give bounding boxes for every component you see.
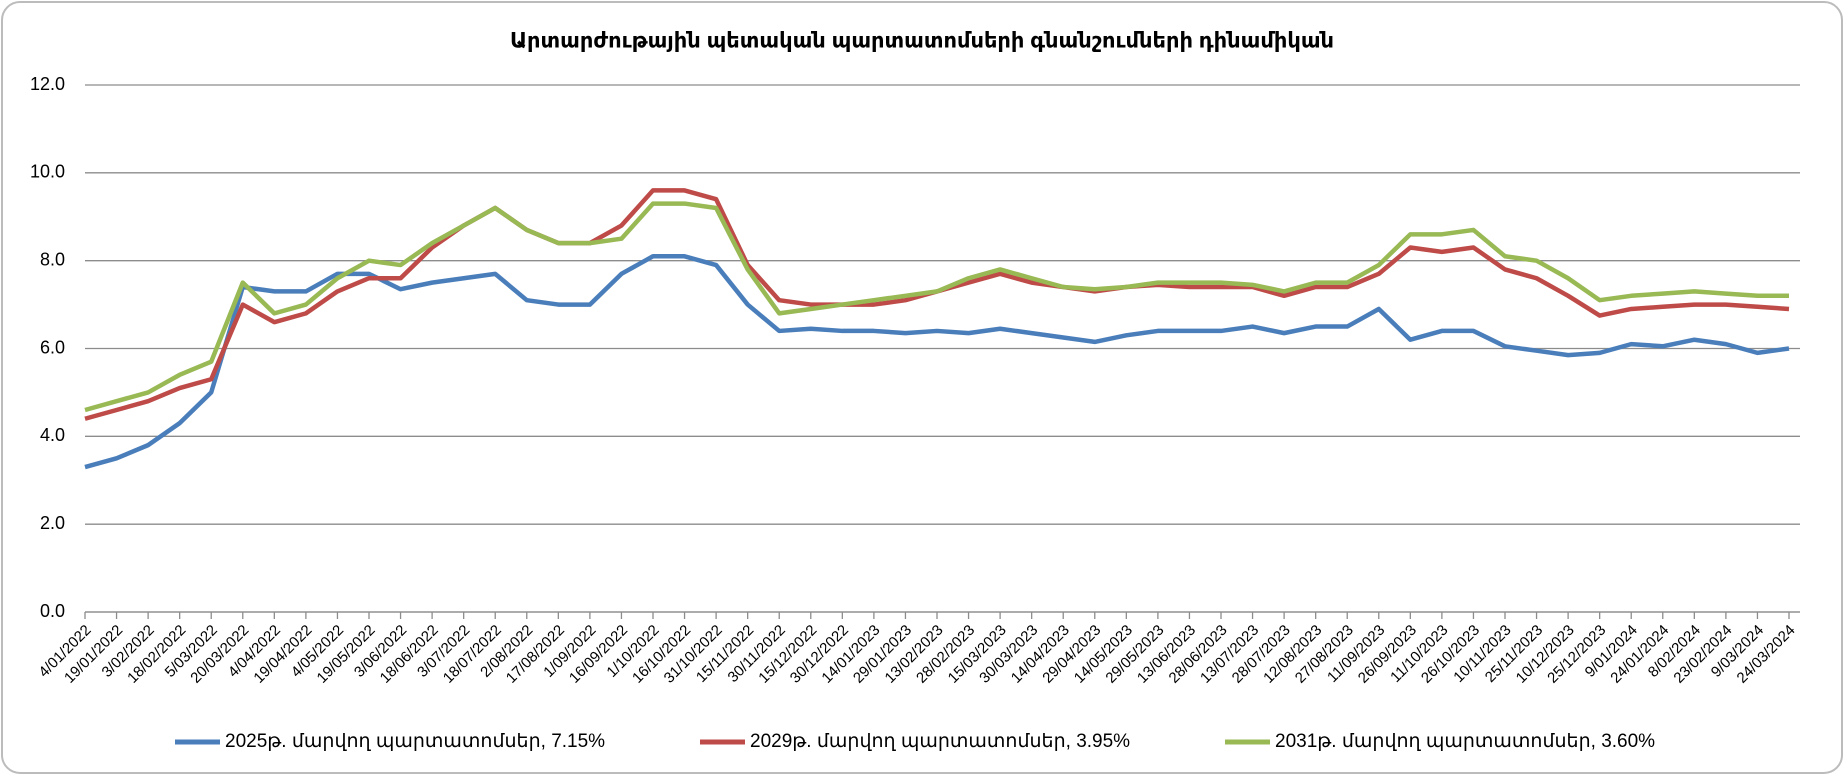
y-tick-label: 2.0 [40, 513, 65, 533]
y-tick-label: 6.0 [40, 337, 65, 357]
legend-label: 2025թ. մարվող պարտատոմսեր, 7.15% [225, 731, 605, 752]
legend-label: 2029թ. մարվող պարտատոմսեր, 3.95% [750, 731, 1130, 752]
y-tick-label: 0.0 [40, 601, 65, 621]
series-line [84, 254, 1790, 470]
y-tick-label: 12.0 [30, 74, 65, 94]
series-line [84, 201, 1789, 413]
y-tick-label: 8.0 [40, 249, 65, 269]
y-tick-label: 4.0 [40, 425, 65, 445]
legend-label: 2031թ. մարվող պարտատոմսեր, 3.60% [1275, 731, 1655, 752]
y-tick-label: 10.0 [30, 162, 65, 182]
chart-title: Արտարժութային պետական պարտատոմսերի գնանշ… [510, 30, 1334, 53]
